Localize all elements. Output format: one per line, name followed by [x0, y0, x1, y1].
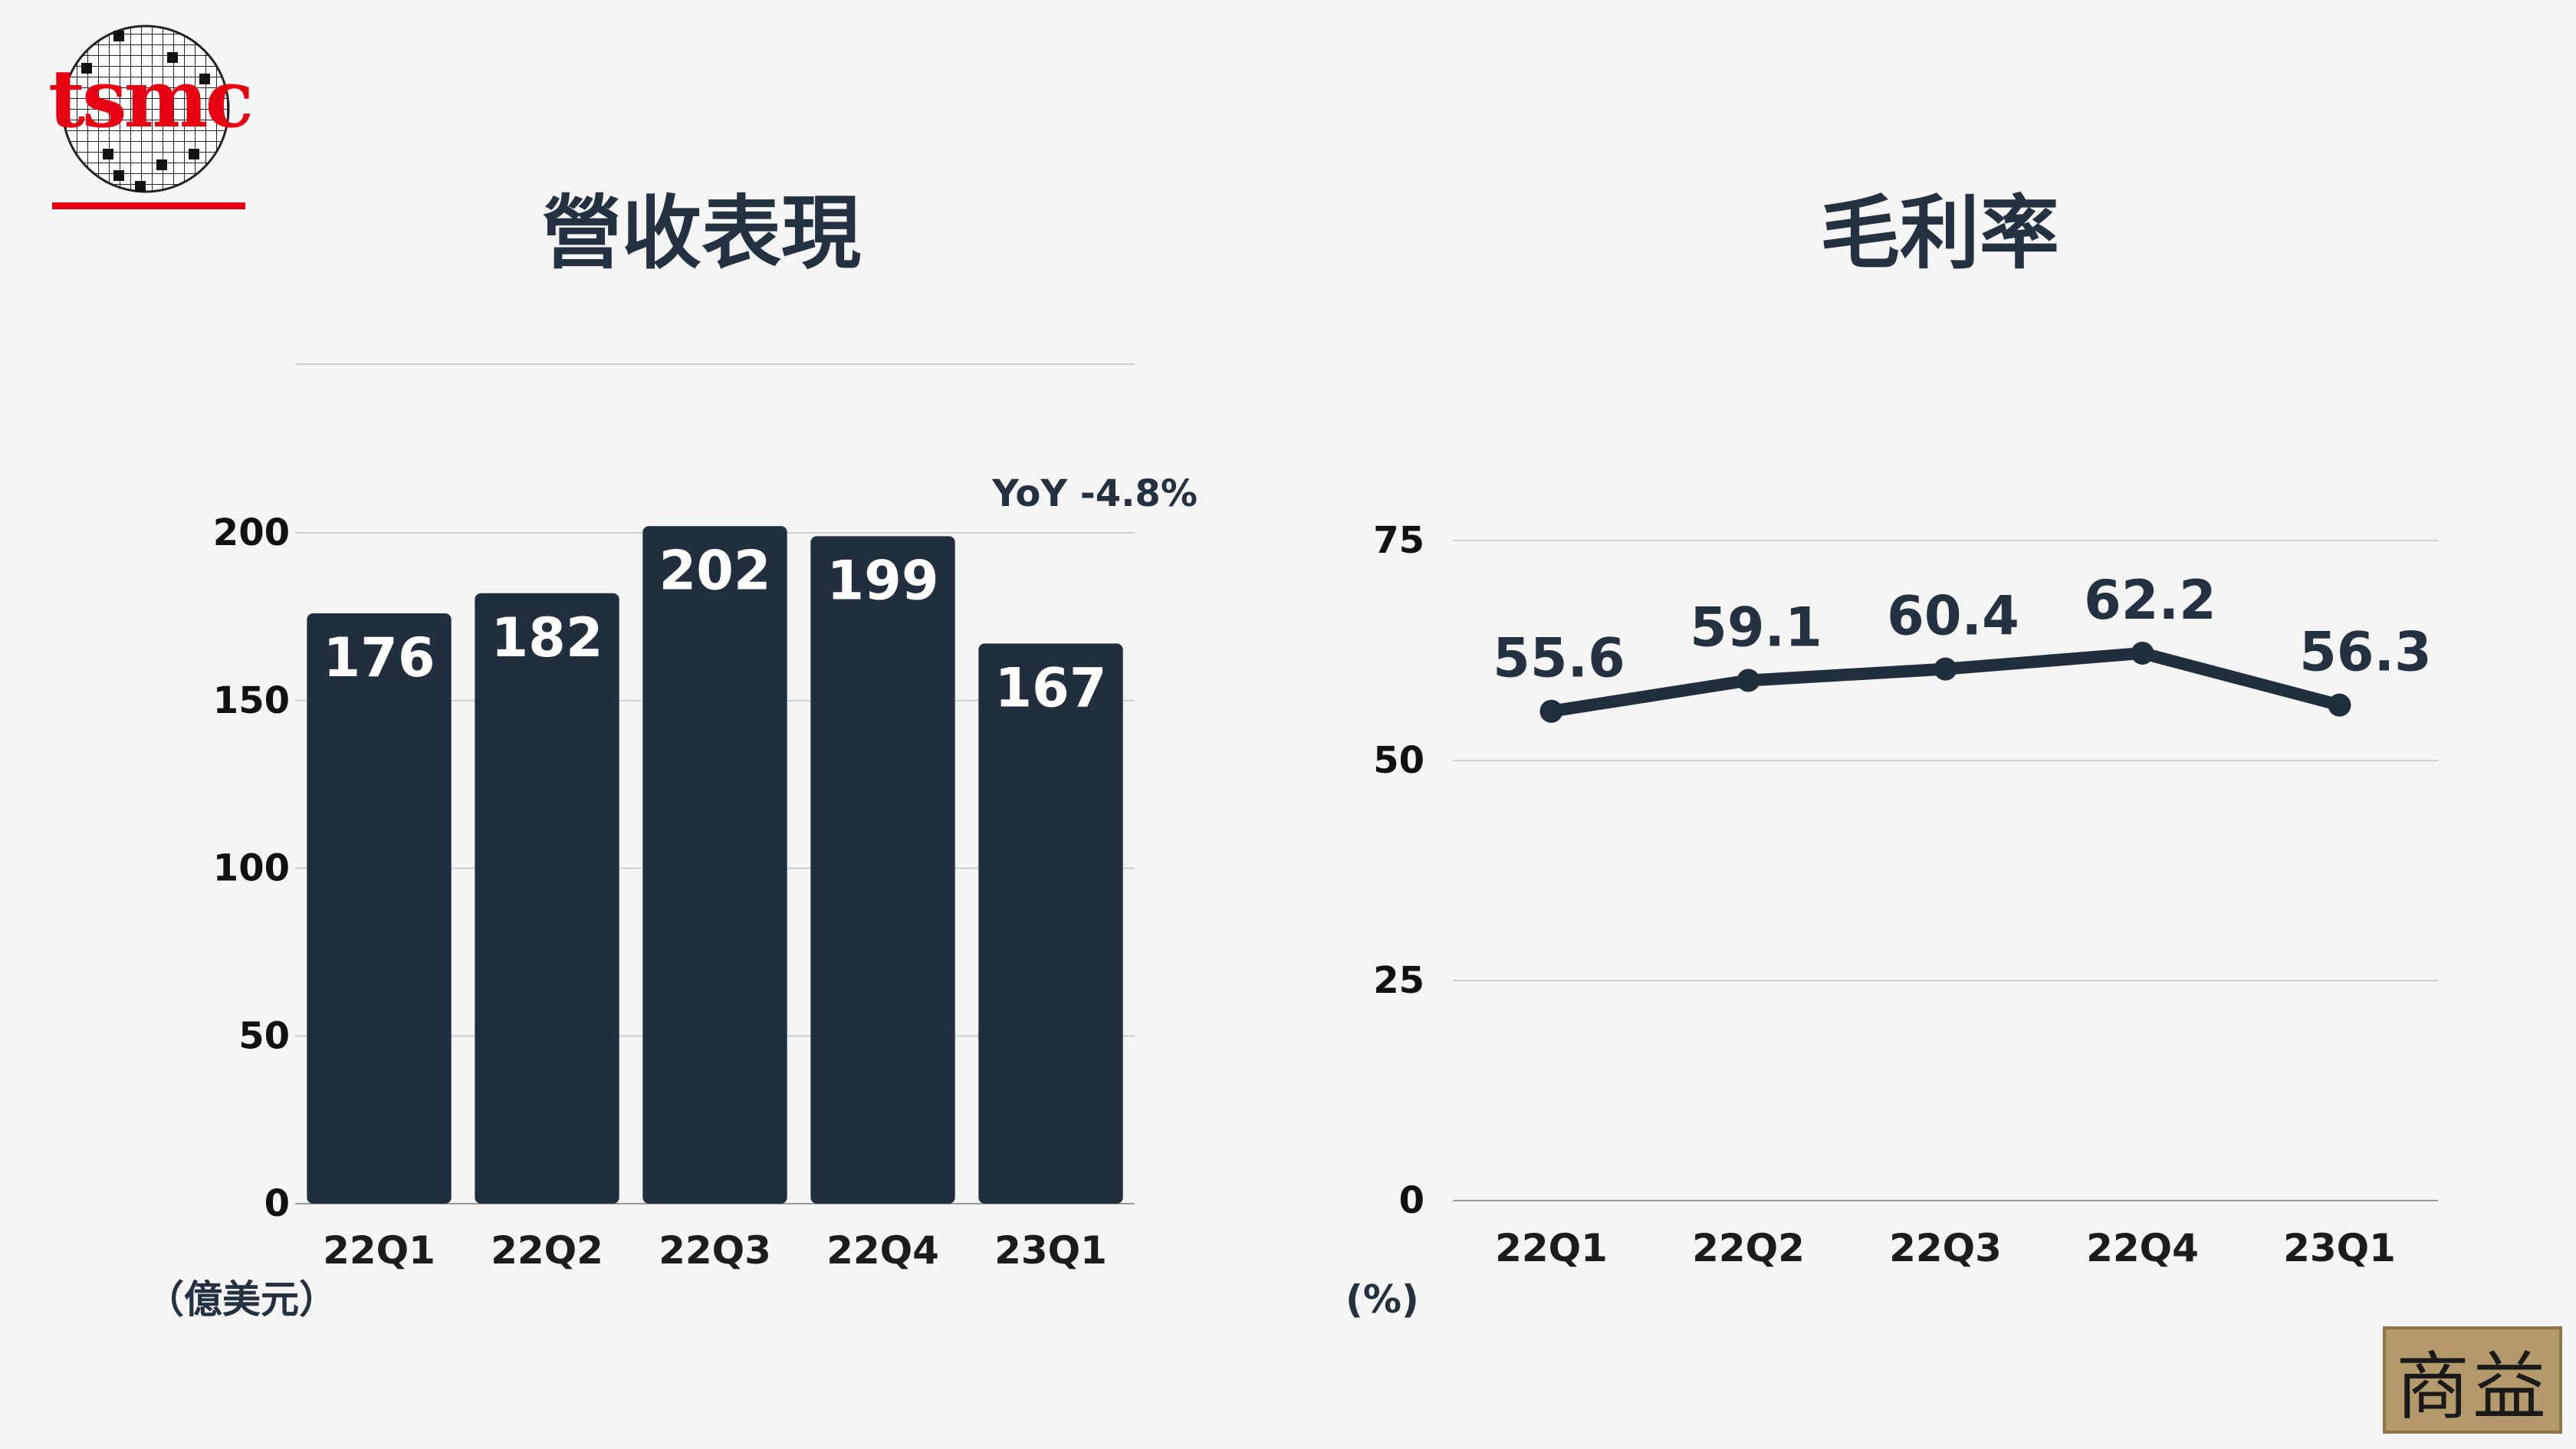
line-value-label: 62.2 — [2084, 569, 2216, 632]
bar-value-label: 199 — [826, 549, 938, 612]
x-tick-label: 22Q3 — [1889, 1226, 2002, 1270]
bar-22Q4 — [810, 536, 955, 1204]
logo-text: tsmc — [48, 51, 251, 146]
line-point-22Q4 — [2131, 641, 2154, 665]
bar-value-label: 182 — [491, 606, 603, 669]
bar-value-label: 167 — [994, 656, 1106, 719]
chart-1-unit-label: （億美元） — [146, 1277, 337, 1322]
tsmc-logo: tsmc — [48, 25, 254, 209]
bar-value-label: 202 — [659, 539, 770, 602]
line-value-label: 59.1 — [1690, 596, 1822, 659]
x-tick-label: 22Q2 — [1692, 1226, 1805, 1270]
line-point-23Q1 — [2328, 693, 2351, 717]
bar-22Q2 — [475, 593, 619, 1204]
chart-1-title: 營收表現 — [542, 186, 861, 280]
chart-1-y-tick: 50 — [238, 1014, 290, 1057]
chart-2-y-tick: 50 — [1373, 739, 1424, 782]
yoy-annotation: YoY -4.8% — [991, 472, 1198, 515]
x-tick-label: 22Q2 — [491, 1228, 603, 1273]
line-point-22Q3 — [1934, 657, 1957, 681]
chart-2-unit-label: (%) — [1346, 1277, 1419, 1322]
chart-1-y-tick: 200 — [213, 511, 290, 554]
x-tick-label: 23Q1 — [2283, 1226, 2396, 1270]
line-value-label: 60.4 — [1887, 585, 2019, 648]
line-point-22Q1 — [1539, 699, 1563, 723]
x-tick-label: 22Q4 — [2086, 1226, 2199, 1270]
bar-value-label: 176 — [323, 626, 435, 689]
bar-23Q1 — [978, 643, 1123, 1204]
line-value-label: 56.3 — [2299, 621, 2432, 684]
x-tick-label: 23Q1 — [994, 1228, 1107, 1273]
line-point-22Q2 — [1737, 669, 1760, 692]
line-value-label: 55.6 — [1493, 627, 1625, 690]
x-tick-label: 22Q3 — [659, 1228, 771, 1273]
chart-2-title: 毛利率 — [1820, 186, 2059, 280]
chart-1-y-tick: 150 — [213, 679, 290, 722]
chart-2-y-tick: 25 — [1373, 959, 1424, 1002]
x-tick-label: 22Q4 — [826, 1228, 939, 1273]
bar-22Q1 — [307, 613, 452, 1204]
chart-2-y-tick: 0 — [1399, 1179, 1424, 1222]
brand-badge: 商益 — [2383, 1326, 2562, 1434]
chart-1-y-tick: 0 — [264, 1182, 290, 1225]
chart-2-y-tick: 75 — [1373, 519, 1424, 562]
bar-22Q3 — [642, 526, 787, 1204]
chart-1-y-tick: 100 — [213, 847, 290, 890]
x-tick-label: 22Q1 — [323, 1228, 435, 1273]
x-tick-label: 22Q1 — [1495, 1226, 1608, 1270]
